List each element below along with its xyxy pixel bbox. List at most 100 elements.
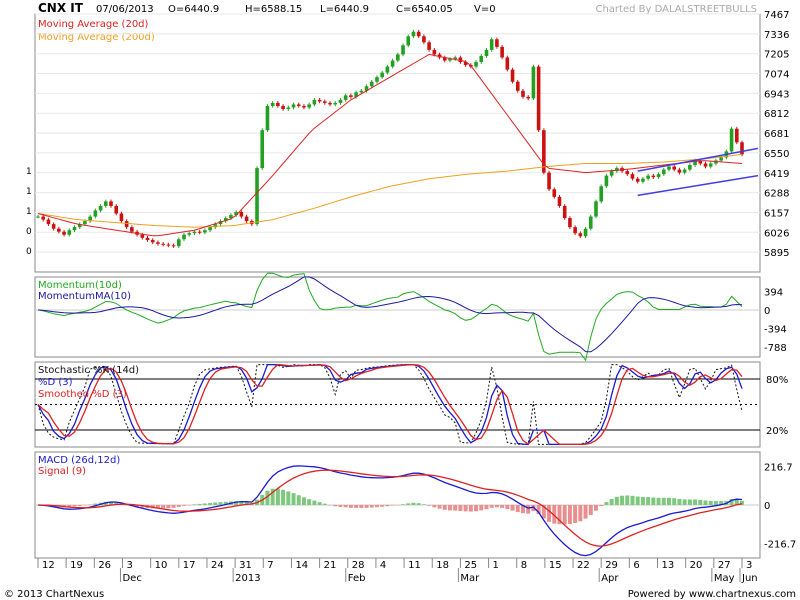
x-tick-label: 18: [436, 560, 449, 571]
macd-histogram-bar: [583, 505, 588, 519]
momentum-panel: [34, 276, 761, 358]
macd-histogram-bar: [661, 497, 666, 505]
price-tick-label: 6026: [764, 228, 789, 239]
macd-histogram-bar: [369, 505, 374, 508]
signal-line: [37, 469, 743, 547]
macd-histogram-bar: [635, 496, 640, 505]
price-tick-label: 6550: [764, 149, 789, 160]
candle-body: [526, 96, 530, 99]
candle-body: [62, 231, 66, 235]
macd-histogram-bar: [401, 504, 406, 505]
close-label: C=6540.05: [396, 4, 453, 15]
candle-body: [573, 227, 577, 234]
macd-histogram-bar: [223, 501, 228, 505]
macd-histogram-bar: [734, 499, 739, 505]
macd-histogram-bar: [510, 505, 515, 511]
candle-body: [406, 36, 411, 46]
candle-body: [281, 105, 285, 109]
candle-body: [719, 157, 723, 161]
candle-body: [588, 216, 593, 229]
candle-body: [396, 54, 400, 61]
candle-body: [67, 230, 72, 235]
candle-body: [380, 72, 384, 78]
macd-histogram-bar: [364, 505, 369, 508]
candle-body: [578, 233, 583, 237]
macd-histogram-bar: [500, 505, 505, 508]
candle-body: [166, 244, 171, 246]
candle-body: [130, 227, 134, 232]
macd-histogram-bar: [536, 505, 541, 515]
candle-body: [203, 230, 207, 233]
macd-histogram-bar: [640, 496, 645, 505]
price-tick-label: 6943: [764, 89, 789, 100]
candle-body: [192, 231, 197, 234]
x-tick-label: 3: [746, 560, 752, 571]
candle-body: [349, 95, 353, 97]
candle-body: [646, 175, 650, 179]
ma20-legend: Moving Average (20d): [38, 19, 149, 30]
macd-histogram-bar: [416, 503, 421, 505]
candle-body: [489, 39, 494, 50]
candle-body: [177, 239, 181, 247]
ma200-line: [37, 153, 743, 228]
macd-histogram-bar: [140, 505, 145, 508]
macd-histogram-bar: [656, 497, 661, 505]
upper-trendline: [637, 147, 759, 172]
ma200-legend: Moving Average (200d): [38, 32, 155, 43]
candle-body: [77, 224, 82, 228]
x-tick-label: 14: [295, 560, 308, 571]
macd-histogram-bar: [458, 505, 463, 512]
macd-histogram-bar: [380, 505, 385, 507]
candle-body: [114, 205, 119, 214]
candle-body: [223, 218, 228, 222]
candle-body: [296, 104, 301, 106]
macd-histogram-bar: [573, 505, 578, 524]
candle-body: [521, 90, 525, 97]
candle-body: [604, 175, 609, 187]
candle-body: [307, 104, 311, 108]
date-label: 07/06/2013: [96, 4, 154, 15]
macd-histogram-bar: [317, 502, 322, 505]
candle-body: [182, 234, 186, 240]
signal-legend: Signal (9): [38, 466, 86, 477]
candle-body: [442, 57, 447, 61]
price-tick-label: 6681: [764, 129, 789, 140]
macd-histogram-bar: [421, 504, 426, 505]
candle-body: [46, 219, 51, 225]
stoch-d-legend: %D (3): [38, 377, 73, 388]
macd-histogram-bar: [406, 503, 411, 505]
macd-histogram-bar: [541, 505, 546, 519]
candle-body: [552, 189, 557, 197]
candle-body: [651, 175, 656, 178]
price-tick-label: 7074: [764, 70, 789, 81]
candle-body: [531, 66, 536, 99]
candle-body: [354, 92, 358, 97]
macd-histogram-bar: [463, 505, 468, 512]
macd-histogram-bar: [176, 505, 181, 507]
macd-histogram-bar: [72, 505, 77, 507]
macd-histogram-bar: [672, 498, 677, 505]
x-tick-label: 3: [126, 560, 132, 571]
copyright-label: © 2013 ChartNexus: [4, 589, 104, 600]
macd-histogram-bar: [599, 505, 604, 507]
macd-histogram-bar: [740, 500, 744, 505]
macd-histogram-bar: [291, 493, 296, 505]
candle-body: [515, 81, 520, 91]
macd-histogram-bar: [427, 505, 432, 506]
x-tick-label: 26: [98, 560, 111, 571]
macd-histogram-bar: [588, 505, 593, 515]
candle-body: [740, 142, 744, 155]
macd-histogram-bar: [390, 505, 395, 506]
candle-body: [682, 169, 687, 173]
month-label: Dec: [122, 573, 141, 584]
candle-body: [359, 90, 364, 93]
macd-histogram-bar: [562, 505, 567, 525]
candle-body: [208, 227, 212, 231]
stoch-tick-label: 20%: [766, 426, 788, 437]
candle-body: [672, 166, 677, 170]
candle-body: [708, 163, 713, 167]
left-axis-label: 0: [26, 227, 32, 237]
powered-by-label: Powered by www.chartnexus.com: [628, 589, 796, 600]
x-tick-label: 25: [464, 560, 477, 571]
candle-body: [150, 240, 155, 243]
